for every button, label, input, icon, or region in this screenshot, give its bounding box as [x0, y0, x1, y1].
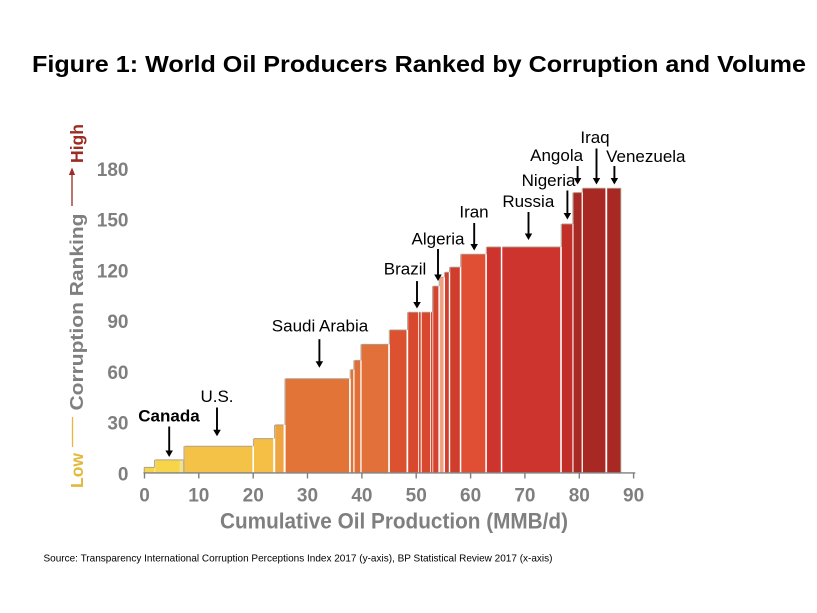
- svg-text:High: High: [67, 124, 87, 163]
- svg-text:Angola: Angola: [530, 146, 583, 165]
- svg-text:Algeria: Algeria: [412, 229, 465, 248]
- svg-text:U.S.: U.S.: [200, 387, 233, 406]
- svg-text:150: 150: [97, 211, 129, 232]
- svg-text:Iran: Iran: [459, 203, 488, 222]
- svg-text:Nigeria: Nigeria: [522, 171, 576, 190]
- svg-text:Canada: Canada: [138, 407, 200, 426]
- svg-text:180: 180: [97, 160, 129, 181]
- svg-text:90: 90: [107, 312, 128, 333]
- svg-text:60: 60: [107, 363, 128, 384]
- svg-text:Cumulative Oil Production (MMB: Cumulative Oil Production (MMB/d): [220, 508, 568, 533]
- svg-text:20: 20: [243, 486, 264, 507]
- svg-text:Saudi Arabia: Saudi Arabia: [272, 316, 369, 335]
- svg-text:Corruption Ranking: Corruption Ranking: [66, 214, 87, 411]
- svg-text:70: 70: [514, 486, 535, 507]
- svg-text:Figure 1: World Oil Producers: Figure 1: World Oil Producers Ranked by …: [32, 51, 806, 77]
- svg-text:80: 80: [569, 486, 590, 507]
- svg-text:40: 40: [351, 486, 372, 507]
- svg-text:0: 0: [139, 486, 150, 507]
- svg-text:10: 10: [188, 486, 209, 507]
- svg-text:Iraq: Iraq: [580, 128, 609, 147]
- svg-text:Low: Low: [67, 453, 87, 488]
- svg-text:Venezuela: Venezuela: [606, 147, 686, 166]
- svg-text:50: 50: [406, 486, 427, 507]
- svg-text:120: 120: [97, 261, 129, 282]
- svg-text:Russia: Russia: [502, 192, 555, 211]
- svg-text:90: 90: [623, 486, 644, 507]
- svg-text:30: 30: [107, 414, 128, 435]
- svg-text:Source: Transparency Internati: Source: Transparency International Corru…: [44, 552, 553, 564]
- svg-text:60: 60: [460, 486, 481, 507]
- svg-text:Brazil: Brazil: [384, 260, 427, 279]
- svg-text:30: 30: [297, 486, 318, 507]
- svg-text:0: 0: [118, 464, 129, 485]
